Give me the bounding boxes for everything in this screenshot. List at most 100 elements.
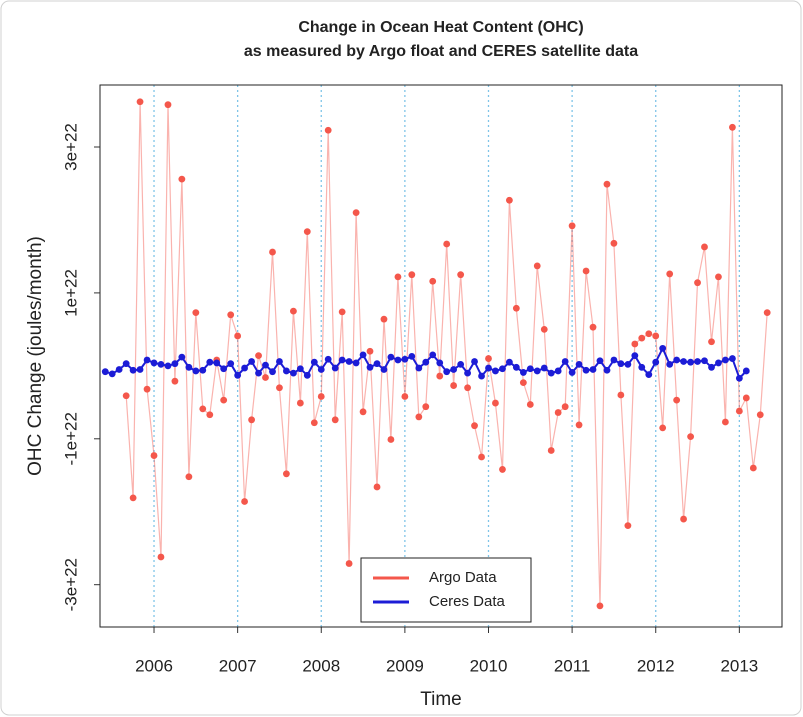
data-point <box>687 358 695 366</box>
data-point <box>248 416 256 424</box>
data-point <box>443 240 451 248</box>
data-point <box>589 323 597 331</box>
data-point <box>310 419 318 427</box>
data-point <box>199 366 207 374</box>
data-point <box>241 498 248 505</box>
data-point <box>352 359 360 367</box>
data-point <box>185 363 193 371</box>
data-point <box>422 403 430 411</box>
data-point <box>143 385 151 393</box>
data-point <box>561 403 569 411</box>
data-point <box>561 358 569 365</box>
data-point <box>352 209 360 217</box>
data-point <box>673 396 681 404</box>
data-point <box>708 363 715 371</box>
legend-label: Ceres Data <box>429 593 506 610</box>
data-point <box>290 369 297 377</box>
data-point <box>526 401 534 408</box>
data-point <box>192 367 200 375</box>
data-point <box>136 366 144 373</box>
data-point <box>192 309 200 316</box>
data-point <box>645 371 653 379</box>
data-point <box>290 307 297 315</box>
data-point <box>429 351 437 359</box>
data-point <box>610 356 618 364</box>
data-point <box>150 452 158 459</box>
data-point <box>324 126 332 134</box>
data-point <box>742 367 750 375</box>
data-point <box>547 447 555 454</box>
data-point <box>387 353 395 361</box>
data-point <box>701 357 708 365</box>
data-point <box>436 359 444 367</box>
y-tick-label: 1e+22 <box>61 269 80 317</box>
data-point <box>408 271 416 279</box>
data-point <box>178 353 186 361</box>
data-point <box>701 243 708 251</box>
data-point <box>471 422 478 430</box>
data-point <box>575 360 583 368</box>
x-tick-label: 2010 <box>470 656 508 675</box>
data-point <box>533 262 541 270</box>
data-point <box>694 358 701 365</box>
data-point <box>206 411 214 419</box>
data-point <box>708 338 715 346</box>
data-point <box>526 365 534 373</box>
data-point <box>687 433 695 441</box>
data-point <box>429 277 437 285</box>
data-point <box>519 379 527 387</box>
data-point <box>721 356 729 364</box>
data-point <box>436 372 444 380</box>
data-point <box>485 364 492 372</box>
data-point <box>631 340 639 348</box>
data-point <box>185 473 193 481</box>
chart-subtitle: as measured by Argo float and CERES sate… <box>244 43 638 60</box>
data-point <box>255 369 262 377</box>
data-point <box>478 453 485 461</box>
data-point <box>276 384 283 392</box>
data-point <box>499 466 506 473</box>
data-point <box>101 368 109 376</box>
data-point <box>680 358 687 365</box>
data-point <box>729 123 736 131</box>
data-point <box>262 374 269 381</box>
data-point <box>540 364 548 372</box>
data-point <box>317 393 325 400</box>
x-tick-label: 2011 <box>554 656 591 675</box>
data-point <box>415 364 423 372</box>
data-point <box>380 315 388 323</box>
data-point <box>568 222 576 230</box>
data-point <box>763 309 771 316</box>
data-point <box>373 360 381 368</box>
x-tick-label: 2009 <box>386 656 424 675</box>
data-point <box>220 365 228 373</box>
data-point <box>735 407 743 415</box>
data-point <box>276 358 283 365</box>
data-point <box>659 424 667 432</box>
data-point <box>387 436 395 443</box>
data-point <box>742 394 750 402</box>
data-point <box>603 180 611 188</box>
data-point <box>394 356 402 364</box>
data-point <box>596 357 604 365</box>
data-point <box>115 366 123 373</box>
data-point <box>269 368 276 376</box>
data-point <box>373 483 381 491</box>
data-point <box>645 330 653 338</box>
data-point <box>255 352 262 360</box>
data-point <box>331 416 339 424</box>
data-point <box>554 409 562 416</box>
data-point <box>547 369 555 377</box>
data-point <box>234 332 242 340</box>
data-point <box>150 359 158 367</box>
data-point <box>735 374 743 382</box>
data-point <box>652 332 660 340</box>
data-point <box>366 363 374 371</box>
data-point <box>443 368 451 376</box>
data-point <box>164 101 172 109</box>
data-point <box>303 371 311 379</box>
data-point <box>715 273 722 281</box>
data-point <box>310 358 318 366</box>
x-tick-label: 2008 <box>302 656 340 675</box>
